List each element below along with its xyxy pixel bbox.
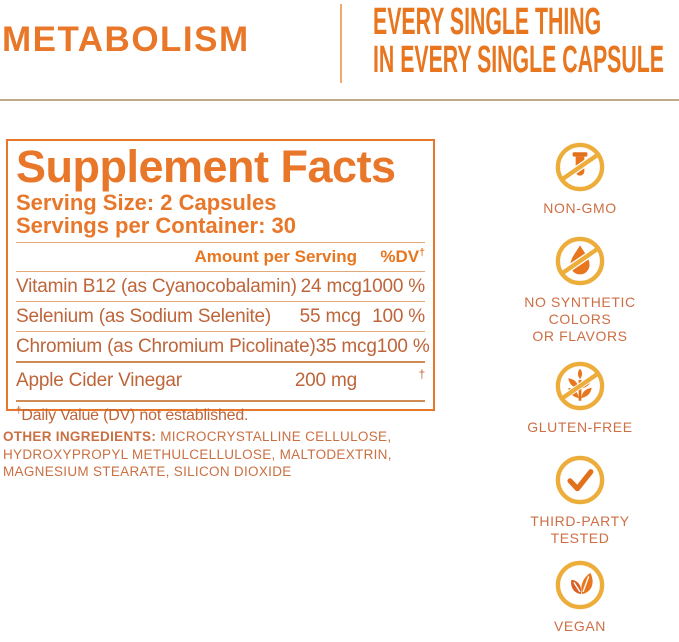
table-row: Chromium (as Chromium Picolinate) 35 mcg…	[16, 331, 430, 361]
badge-label-line: OR FLAVORS	[532, 328, 628, 344]
no-wheat-icon	[555, 361, 605, 411]
ingredient-name: Apple Cider Vinegar	[16, 370, 182, 391]
dv-not-established-dagger: †	[418, 368, 426, 382]
badge-label-line: GLUTEN-FREE	[527, 419, 633, 435]
facts-header-row: Amount per Serving %DV†	[16, 243, 425, 272]
ingredient-dv: 100 %	[372, 306, 425, 327]
badge-label-line: COLORS	[548, 311, 612, 327]
badge-label-line: TESTED	[550, 530, 610, 546]
tagline: EVERY SINGLE THING IN EVERY SINGLE CAPSU…	[373, 3, 664, 79]
badge-label-line: NON-GMO	[543, 200, 617, 216]
supplement-facts-panel: Supplement Facts Serving Size: 2 Capsule…	[6, 139, 435, 424]
footnote-dagger: †	[16, 405, 22, 417]
section-divider-line	[0, 99, 679, 101]
table-row: Selenium (as Sodium Selenite) 55 mcg 100…	[16, 301, 425, 331]
badge-label: VEGAN	[554, 618, 606, 635]
badge-label-line: NO SYNTHETIC	[524, 294, 636, 310]
checkmark-icon	[555, 455, 605, 505]
leaves-icon	[555, 560, 605, 610]
ingredient-dv: 1000 %	[361, 276, 425, 297]
badge-no-synthetic-colors-or-flavors: NO SYNTHETIC COLORS OR FLAVORS	[512, 235, 648, 345]
table-row: Vitamin B12 (as Cyanocobalamin) 24 mcg 1…	[16, 272, 425, 301]
tagline-line-2: IN EVERY SINGLE CAPSULE	[373, 39, 664, 81]
percent-dv-header: %DV†	[357, 247, 425, 267]
badge-vegan: VEGAN	[512, 559, 648, 635]
badge-gluten-free: GLUTEN-FREE	[512, 360, 648, 436]
ingredient-name: Chromium (as Chromium Picolinate)	[16, 336, 316, 357]
badge-label: NON-GMO	[543, 200, 616, 217]
supplement-facts-title: Supplement Facts	[16, 141, 396, 192]
badge-label-line: VEGAN	[553, 618, 606, 634]
ingredient-dv: 100 %	[376, 336, 430, 357]
badge-label-line: THIRD-PARTY	[530, 513, 630, 529]
badge-label: NO SYNTHETIC COLORS OR FLAVORS	[524, 294, 635, 345]
table-row: Apple Cider Vinegar 200 mg †	[16, 361, 425, 400]
ingredient-name: Vitamin B12 (as Cyanocobalamin)	[16, 276, 297, 297]
badge-non-gmo: NON-GMO	[512, 141, 648, 217]
serving-size: Serving Size: 2 Capsules	[16, 190, 277, 215]
no-droplet-icon	[555, 236, 605, 286]
tagline-line-1: EVERY SINGLE THING	[373, 1, 602, 43]
other-ingredients: OTHER INGREDIENTS: MICROCRYSTALLINE CELL…	[3, 428, 451, 481]
product-name: METABOLISM	[2, 20, 250, 59]
servings-per-container: Servings per Container: 30	[16, 213, 296, 238]
percent-dv-label: %DV	[380, 247, 420, 266]
ingredient-name: Selenium (as Sodium Selenite)	[16, 306, 272, 327]
daily-value-footnote: †Daily Value (DV) not established.	[16, 400, 425, 425]
ingredient-amount: 35 mcg	[315, 336, 377, 357]
header-vertical-divider	[340, 4, 342, 83]
facts-top-rule	[16, 242, 425, 243]
badge-third-party-tested: THIRD-PARTY TESTED	[512, 454, 648, 547]
ingredient-dv: †	[357, 368, 426, 392]
footnote-text: Daily Value (DV) not established.	[21, 407, 249, 424]
ingredient-amount: 200 mg	[294, 370, 357, 391]
other-ingredients-text: MICROCRYSTALLINE CELLULOSE, HYDROXYPROPY…	[3, 429, 392, 479]
badge-label: GLUTEN-FREE	[527, 419, 632, 436]
other-ingredients-label: OTHER INGREDIENTS:	[3, 429, 157, 444]
ingredient-amount: 24 mcg	[300, 276, 362, 297]
ingredient-amount: 55 mcg	[299, 306, 361, 327]
amount-per-serving-header: Amount per Serving	[194, 247, 357, 266]
badge-label: THIRD-PARTY TESTED	[530, 513, 629, 547]
percent-dv-dagger: †	[419, 246, 425, 259]
no-test-tube-icon	[555, 142, 605, 192]
